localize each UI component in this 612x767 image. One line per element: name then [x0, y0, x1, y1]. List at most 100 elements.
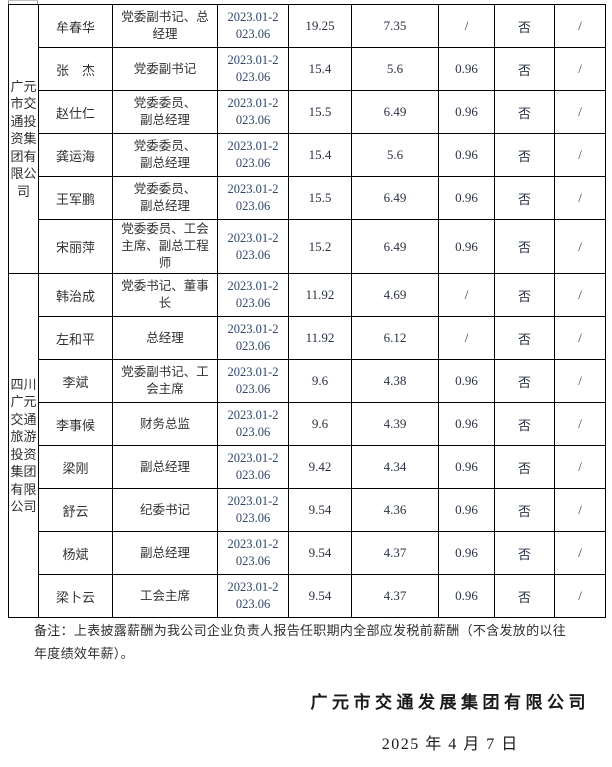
value-other-cell: / [554, 359, 606, 403]
value-performance-cell: 5.6 [351, 47, 439, 91]
period-cell: 2023.01-2 023.06 [217, 445, 289, 489]
period-cell: 2023.01-2 023.06 [217, 359, 289, 403]
value-flag-cell: 否 [494, 488, 555, 532]
value-deferred-cell: 0.96 [438, 402, 495, 446]
note-text: 备注：上表披露薪酬为我公司企业负责人报告任职期内全部应发税前薪酬（不含发放的以往… [34, 623, 567, 661]
value-flag-cell: 否 [494, 4, 555, 48]
value-other-cell: / [554, 47, 606, 91]
name-cell: 杨斌 [38, 531, 113, 575]
period-cell: 2023.01-2 023.06 [217, 90, 289, 134]
position-cell: 党委副书记、总 经理 [112, 4, 218, 48]
value-deferred-cell: 0.96 [438, 176, 495, 220]
value-performance-cell: 6.49 [351, 219, 439, 274]
value-pretax-cell: 9.6 [288, 359, 352, 403]
position-cell: 党委委员、工会 主席、副总工程 师 [112, 219, 218, 274]
table-row: 李斌 党委副书记、工 会主席 2023.01-2 023.06 9.6 4.38 0.96… [9, 359, 606, 403]
name-cell: 李斌 [38, 359, 113, 403]
position-cell: 党委书记、董事 长 [112, 273, 218, 317]
table-row: 梁卜云 工会主席 2023.01-2 023.06 9.54 4.37 0.96 否 / [9, 574, 606, 618]
period-cell: 2023.01-2 023.06 [217, 47, 289, 91]
value-other-cell: / [554, 316, 606, 360]
table-row: 广元市交通投资集团有限公司 牟春华 党委副书记、总 经理 2023.01-2 023.… [8, 4, 606, 274]
position-cell: 工会主席 [112, 574, 218, 618]
position-cell: 党委委员、 副总经理 [112, 90, 218, 134]
footer-company-name: 广元市交通发展集团有限公司 [310, 693, 590, 712]
name-cell: 李事候 [38, 402, 113, 446]
value-deferred-cell: 0.96 [438, 90, 495, 134]
value-flag-cell: 否 [494, 219, 555, 274]
value-flag-cell: 否 [494, 531, 555, 575]
table-row: 张 杰党委副书记 2023.01-2 023.06 15.4 5.6 0.96 否 / [9, 47, 606, 91]
value-flag-cell: 否 [494, 445, 555, 489]
position-cell: 党委副书记 [112, 47, 218, 91]
value-pretax-cell: 9.54 [288, 574, 352, 618]
table-row: 王军鹏 党委委员、 副总经理 2023.01-2 023.06 15.5 6.49 0.9… [9, 176, 606, 220]
value-pretax-cell: 11.92 [288, 273, 352, 317]
name-cell: 梁卜云 [38, 574, 113, 618]
value-performance-cell: 6.49 [351, 176, 439, 220]
name-cell: 舒云 [38, 488, 113, 532]
value-performance-cell: 5.6 [351, 133, 439, 177]
position-cell: 副总经理 [112, 445, 218, 489]
position-cell: 党委委员、 副总经理 [112, 176, 218, 220]
value-other-cell: / [554, 531, 606, 575]
value-deferred-cell: 0.96 [438, 219, 495, 274]
position-cell: 党委委员、 副总经理 [112, 133, 218, 177]
name-cell: 左和平 [38, 316, 113, 360]
period-cell: 2023.01-2 023.06 [217, 273, 289, 317]
period-cell: 2023.01-2 023.06 [217, 488, 289, 532]
value-pretax-cell: 9.54 [288, 531, 352, 575]
value-other-cell: / [554, 176, 606, 220]
name-cell: 宋丽萍 [38, 219, 113, 274]
value-pretax-cell: 11.92 [288, 316, 352, 360]
value-other-cell: / [554, 133, 606, 177]
position-cell: 党委副书记、工 会主席 [112, 359, 218, 403]
salary-table: 广元市交通投资集团有限公司 牟春华 党委副书记、总 经理 2023.01-2 023.… [8, 4, 606, 618]
value-pretax-cell: 9.6 [288, 402, 352, 446]
company-cell: 四川广元交通旅游投资集团有限公司 [8, 273, 39, 618]
value-deferred-cell: 0.96 [438, 133, 495, 177]
value-deferred-cell: 0.96 [438, 47, 495, 91]
position-cell: 副总经理 [112, 531, 218, 575]
value-deferred-cell: 0.96 [438, 488, 495, 532]
name-cell: 赵仕仁 [38, 90, 113, 134]
table-row: 四川广元交通旅游投资集团有限公司 韩治成 党委书记、董事 长 2023.01-2 02… [8, 273, 606, 618]
value-deferred-cell: / [438, 4, 495, 48]
value-other-cell: / [554, 445, 606, 489]
value-pretax-cell: 9.42 [288, 445, 352, 489]
position-cell: 纪委书记 [112, 488, 218, 532]
period-cell: 2023.01-2 023.06 [217, 402, 289, 446]
footer-date: 2025 年 4 月 7 日 [381, 736, 519, 753]
value-flag-cell: 否 [494, 402, 555, 446]
value-flag-cell: 否 [494, 47, 555, 91]
value-flag-cell: 否 [494, 133, 555, 177]
period-cell: 2023.01-2 023.06 [217, 176, 289, 220]
value-performance-cell: 4.36 [351, 488, 439, 532]
value-other-cell: / [554, 90, 606, 134]
period-cell: 2023.01-2 023.06 [217, 133, 289, 177]
value-pretax-cell: 15.5 [288, 176, 352, 220]
value-deferred-cell: 0.96 [438, 531, 495, 575]
value-flag-cell: 否 [494, 574, 555, 618]
name-cell: 王军鹏 [38, 176, 113, 220]
period-cell: 2023.01-2 023.06 [217, 219, 289, 274]
value-performance-cell: 7.35 [351, 4, 439, 48]
value-performance-cell: 4.39 [351, 402, 439, 446]
value-deferred-cell: 0.96 [438, 445, 495, 489]
value-other-cell: / [554, 219, 606, 274]
period-cell: 2023.01-2 023.06 [217, 574, 289, 618]
value-deferred-cell: / [438, 316, 495, 360]
value-flag-cell: 否 [494, 359, 555, 403]
value-pretax-cell: 9.54 [288, 488, 352, 532]
value-performance-cell: 6.12 [351, 316, 439, 360]
table-row: 舒云 纪委书记 2023.01-2 023.06 9.54 4.36 0.96 否 / [9, 488, 606, 532]
value-performance-cell: 4.34 [351, 445, 439, 489]
salary-table-body: 广元市交通投资集团有限公司 牟春华 党委副书记、总 经理 2023.01-2 023.… [8, 4, 606, 618]
value-flag-cell: 否 [494, 176, 555, 220]
value-pretax-cell: 15.2 [288, 219, 352, 274]
table-row: 宋丽萍 党委委员、工会 主席、副总工程 师 2023.01-2 023.06 15.2… [9, 219, 606, 274]
value-deferred-cell: / [438, 273, 495, 317]
period-cell: 2023.01-2 023.06 [217, 531, 289, 575]
value-other-cell: / [554, 488, 606, 532]
value-flag-cell: 否 [494, 90, 555, 134]
